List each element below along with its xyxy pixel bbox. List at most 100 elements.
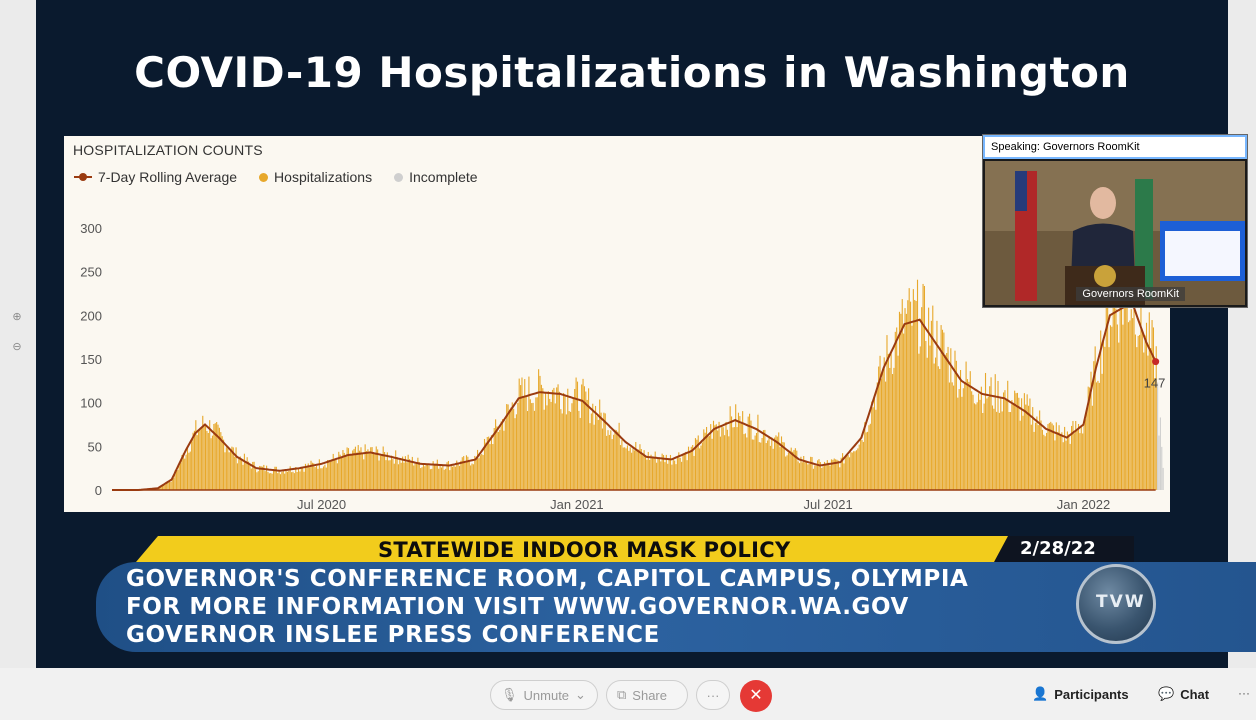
hospitalization-bar	[302, 467, 304, 490]
hospitalization-bar	[1119, 283, 1121, 490]
hospitalization-bar	[1133, 291, 1135, 490]
hospitalization-bar	[356, 452, 358, 490]
incomplete-bar	[1162, 467, 1164, 490]
y-tick-label: 300	[80, 221, 102, 236]
hospitalization-bar	[857, 448, 859, 490]
hospitalization-bar	[724, 435, 726, 490]
share-button[interactable]: ⧉ Share	[606, 680, 688, 710]
hospitalization-bar	[1125, 287, 1127, 490]
hospitalization-bar	[253, 461, 255, 490]
chart-panel: HOSPITALIZATION COUNTS 7-Day Rolling Ave…	[64, 136, 1170, 512]
hospitalization-bar	[458, 465, 461, 490]
hospitalization-bar	[832, 459, 834, 490]
hospitalization-bar	[962, 388, 964, 490]
hospitalization-bar	[557, 384, 559, 490]
video-tile[interactable]: Speaking: Governors RoomKit Governors Ro…	[982, 134, 1248, 308]
hospitalization-bar	[192, 432, 194, 490]
hospitalization-bar	[891, 374, 894, 490]
hospitalization-bar	[300, 467, 302, 490]
hospitalization-bar	[431, 468, 433, 490]
hospitalization-bar	[833, 458, 835, 490]
hospitalization-bar	[775, 435, 777, 490]
zoom-in-icon[interactable]: ⊕	[12, 311, 22, 323]
hospitalization-bar	[436, 459, 438, 490]
hospitalization-bar	[1086, 410, 1088, 490]
hospitalization-bar	[761, 438, 763, 490]
hospitalization-bar	[270, 473, 272, 490]
hospitalization-bar	[438, 468, 440, 490]
hospitalization-bar	[774, 437, 776, 490]
hospitalization-bar	[794, 448, 796, 490]
hospitalization-bar	[407, 454, 409, 490]
hospitalization-bar	[378, 460, 380, 490]
hospitalization-bar	[435, 463, 437, 490]
hospitalization-bar	[811, 456, 813, 490]
hospitalization-bar	[1154, 378, 1156, 490]
hospitalization-bar	[540, 384, 542, 490]
hospitalization-bar	[762, 430, 765, 490]
more-options-button[interactable]: ···	[696, 680, 730, 710]
hospitalization-bar	[456, 460, 458, 490]
unmute-button[interactable]: 🎙 Unmute ⌄	[490, 680, 598, 710]
hospitalization-bar	[510, 407, 512, 490]
hospitalization-bar	[1072, 420, 1074, 490]
hospitalization-bar	[996, 411, 998, 490]
hospitalization-bar	[717, 430, 719, 490]
hospitalization-bar	[755, 432, 758, 490]
hospitalization-bar	[618, 422, 620, 490]
hospitalization-bar	[363, 459, 365, 490]
hospitalization-bar	[751, 439, 753, 490]
hospitalization-bar	[879, 355, 881, 490]
hospitalization-bar	[546, 405, 548, 490]
hospitalization-bar	[646, 459, 648, 490]
hospitalization-bar	[360, 447, 362, 490]
hospitalization-bar	[249, 463, 251, 490]
hospitalization-bar	[1107, 302, 1109, 490]
hospitalization-bar	[489, 444, 491, 490]
hospitalization-bar	[644, 455, 647, 490]
hospitalization-bar	[1001, 411, 1003, 490]
overflow-menu-icon[interactable]: ···	[1238, 686, 1250, 700]
hospitalization-bar	[890, 350, 892, 490]
hospitalization-bar	[524, 379, 526, 490]
chat-button[interactable]: 💬 Chat	[1158, 686, 1209, 702]
hospitalization-bar	[821, 467, 823, 490]
hospitalization-bar	[681, 461, 683, 490]
hospitalization-bar	[340, 456, 343, 490]
hospitalization-bar	[331, 459, 333, 490]
hospitalization-bar	[291, 472, 293, 490]
hospitalization-bar	[1039, 410, 1041, 490]
hospitalization-bar	[990, 377, 992, 490]
hospitalization-bar	[1058, 425, 1060, 490]
hospitalization-bar	[1102, 339, 1105, 490]
hospitalization-bar	[889, 367, 891, 490]
hospitalization-bar	[650, 454, 652, 490]
hospitalization-bar	[868, 425, 870, 490]
hospitalization-bar	[517, 403, 519, 490]
hospitalization-bar	[626, 445, 629, 490]
hospitalization-bar	[1101, 373, 1103, 490]
y-tick-label: 0	[95, 483, 102, 498]
hospitalization-bar	[830, 459, 833, 490]
hospitalization-bar	[364, 444, 366, 490]
hospitalization-bar	[1098, 382, 1100, 490]
zoom-out-icon[interactable]: ⊖	[12, 341, 22, 353]
hospitalization-bar	[182, 453, 184, 490]
end-call-button[interactable]: ✕	[740, 680, 772, 712]
hospitalization-bar	[643, 450, 645, 490]
hospitalization-bar	[445, 468, 447, 490]
hospitalization-bar	[653, 457, 655, 490]
hospitalization-bar	[704, 432, 706, 490]
chevron-down-icon[interactable]: ⌄	[575, 687, 586, 702]
hospitalization-bar	[202, 415, 204, 490]
hospitalization-bar	[1068, 434, 1070, 490]
hospitalization-bar	[229, 450, 232, 490]
hospitalization-bar	[1000, 398, 1002, 490]
hospitalization-bar	[390, 455, 393, 490]
hospitalization-bar	[529, 399, 531, 490]
hospitalization-bar	[347, 448, 350, 490]
hospitalization-bar	[869, 423, 871, 490]
participants-button[interactable]: 👤 Participants	[1032, 686, 1129, 702]
legend-item-incomplete: Incomplete	[394, 169, 478, 185]
hospitalization-bar	[789, 450, 791, 490]
